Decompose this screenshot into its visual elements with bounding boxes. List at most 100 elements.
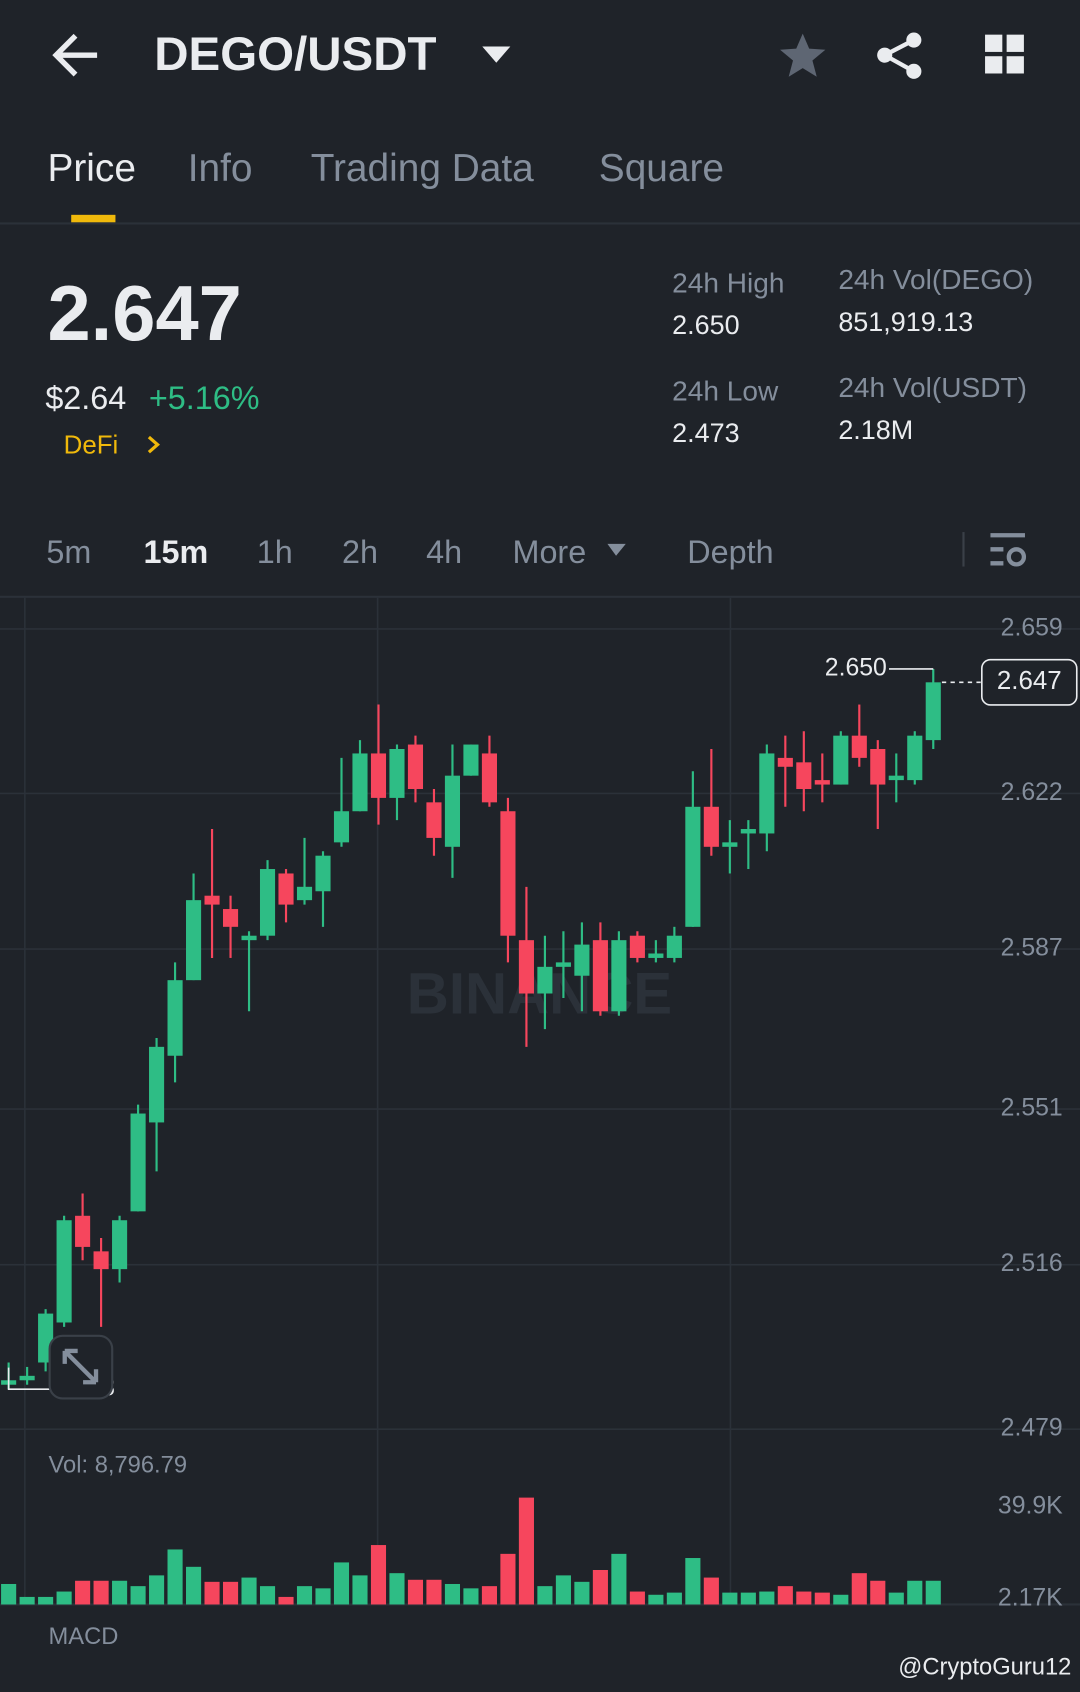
candle-body	[722, 842, 738, 847]
candle-body	[685, 806, 701, 927]
candle-body	[370, 753, 387, 798]
stat-value: 2.473	[672, 418, 740, 448]
stat-label: 24h Vol(USDT)	[838, 372, 1027, 403]
volume-bar	[352, 1575, 368, 1605]
candle-body	[75, 1215, 91, 1247]
tag-chevron[interactable]	[147, 435, 160, 454]
candle-body	[167, 980, 183, 1056]
indicator[interactable]: MACD	[49, 1624, 119, 1650]
candle-body	[19, 1375, 35, 1381]
volume-bar	[426, 1579, 442, 1605]
candle-body	[149, 1046, 165, 1123]
grid-icon[interactable]	[985, 34, 1024, 74]
candle-body	[518, 940, 534, 994]
volume-bar	[685, 1558, 701, 1605]
volume-bar	[333, 1562, 350, 1605]
tab[interactable]: Price	[47, 147, 135, 190]
volume-bar	[629, 1591, 645, 1605]
volume-bar	[666, 1592, 682, 1605]
volume-bar	[851, 1573, 867, 1605]
interval[interactable]: 4h	[426, 534, 462, 570]
y-tick-label: 2.587	[1001, 935, 1063, 962]
interval[interactable]: 2h	[342, 534, 378, 570]
y-tick-label: 2.551	[1001, 1095, 1063, 1122]
usd-price: $2.64	[45, 380, 126, 416]
volume-bar	[222, 1581, 239, 1605]
volume-bar	[186, 1566, 202, 1605]
candle-body	[740, 829, 756, 834]
volume-bar	[611, 1553, 627, 1605]
candle-body	[666, 935, 682, 958]
volume-bar	[19, 1596, 35, 1605]
volume-bar	[814, 1592, 830, 1605]
candle-body	[333, 811, 350, 843]
interval[interactable]: 5m	[46, 534, 91, 570]
candle-body	[481, 753, 497, 803]
share-icon[interactable]	[877, 32, 922, 79]
candle-body	[629, 935, 645, 958]
y-tick-label: 2.516	[1001, 1250, 1063, 1277]
volume-bar	[888, 1592, 904, 1605]
volume-bar	[463, 1588, 479, 1605]
interval[interactable]: 1h	[257, 534, 293, 570]
candle-body	[759, 753, 775, 834]
volume-bar	[796, 1591, 812, 1605]
tab[interactable]: Trading Data	[311, 147, 534, 190]
pair-title[interactable]: DEGO/USDT	[154, 28, 436, 81]
volume-label: Vol: 8,796.79	[49, 1453, 187, 1479]
candle-body	[796, 762, 812, 790]
tab[interactable]: Square	[599, 147, 724, 190]
candle-body	[259, 869, 276, 936]
candle-body	[907, 735, 923, 781]
candle-body	[204, 895, 220, 905]
more-caret[interactable]	[607, 543, 626, 556]
volume-bar	[648, 1594, 664, 1605]
pair-dropdown[interactable]	[482, 46, 511, 63]
settings-icon[interactable]	[990, 533, 1027, 567]
volume-bar	[518, 1497, 534, 1605]
candle-body	[777, 757, 793, 767]
volume-bar	[777, 1586, 793, 1605]
credit: @CryptoGuru12	[898, 1654, 1071, 1680]
change: +5.16%	[149, 380, 260, 416]
interval[interactable]: 15m	[143, 534, 208, 570]
vol-tick-label: 39.9K	[998, 1492, 1063, 1519]
tag[interactable]: DeFi	[64, 432, 119, 460]
candle-body	[93, 1251, 109, 1270]
volume-bar	[75, 1580, 91, 1605]
volume-bar	[592, 1569, 608, 1605]
candle-body	[925, 682, 941, 741]
volume-bar	[93, 1580, 109, 1605]
candle-body	[407, 744, 424, 790]
volume-bar	[296, 1586, 313, 1605]
volume-bar	[112, 1580, 128, 1605]
candle-body	[444, 775, 461, 847]
candle-body	[426, 802, 442, 838]
volume-bar	[870, 1580, 886, 1605]
volume-bar	[130, 1586, 146, 1605]
candle-body	[703, 806, 719, 847]
candle-body	[870, 748, 886, 785]
more[interactable]: More	[512, 534, 586, 570]
tab[interactable]: Info	[188, 147, 253, 190]
volume-bar	[500, 1553, 516, 1605]
volume-bar	[56, 1591, 72, 1605]
volume-bar	[278, 1596, 294, 1605]
volume-bar	[740, 1592, 756, 1605]
candle-body	[186, 900, 202, 981]
candle-body	[500, 811, 516, 936]
last-price-label: 2.647	[997, 667, 1062, 695]
volume-bar	[149, 1575, 165, 1605]
back-button[interactable]	[52, 33, 98, 77]
depth[interactable]: Depth	[687, 534, 773, 570]
stat-value: 2.650	[672, 310, 740, 340]
favorite-icon[interactable]	[780, 33, 826, 77]
candle-body	[241, 935, 257, 941]
volume-bar	[537, 1586, 553, 1605]
candle-body	[555, 962, 571, 967]
volume-bar	[833, 1594, 849, 1605]
expand-button[interactable]	[48, 1334, 114, 1400]
candle-body	[574, 944, 590, 976]
